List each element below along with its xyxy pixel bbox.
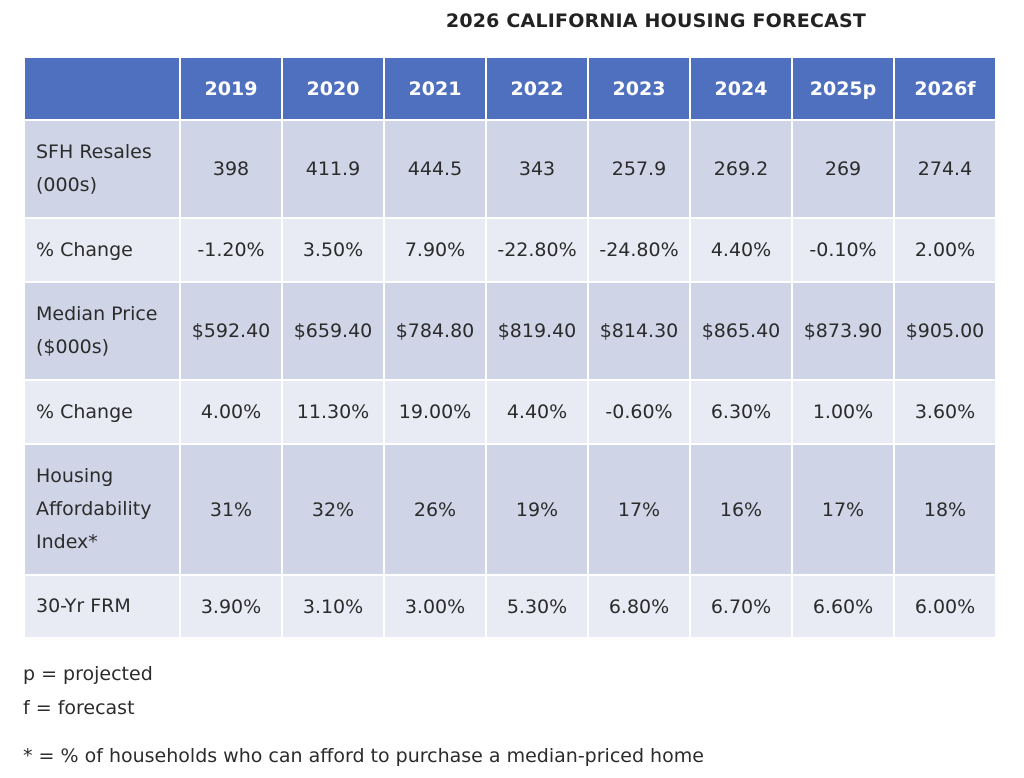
row-label: Housing Affordability Index*	[23, 443, 181, 576]
column-header: 2024	[689, 56, 793, 121]
row-label: 30-Yr FRM	[23, 574, 181, 639]
table-cell: 17%	[587, 443, 691, 576]
table-cell: $865.40	[689, 281, 793, 381]
table-cell: -1.20%	[179, 217, 283, 283]
table-cell: 11.30%	[281, 379, 385, 445]
table-cell: 32%	[281, 443, 385, 576]
column-header: 2022	[485, 56, 589, 121]
row-label-line: Index*	[36, 531, 98, 553]
table-cell: $592.40	[179, 281, 283, 381]
table-cell: -24.80%	[587, 217, 691, 283]
table-cell: $784.80	[383, 281, 487, 381]
footnote-affordability: * = % of households who can afford to pu…	[23, 745, 704, 767]
table-cell: 17%	[791, 443, 895, 576]
table-row-30yr-frm: 30-Yr FRM 3.90% 3.10% 3.00% 5.30% 6.80% …	[23, 574, 997, 639]
row-label-line: Affordability	[36, 498, 152, 520]
table-cell: 16%	[689, 443, 793, 576]
table-cell: -22.80%	[485, 217, 589, 283]
forecast-table: 2019 2020 2021 2022 2023 2024 2025p 2026…	[23, 56, 997, 639]
table-cell: 444.5	[383, 119, 487, 219]
row-label-line: 30-Yr FRM	[36, 595, 131, 617]
row-label-line: (000s)	[36, 174, 97, 196]
column-header: 2021	[383, 56, 487, 121]
table-cell: 398	[179, 119, 283, 219]
column-header: 2026f	[893, 56, 997, 121]
table-cell: $873.90	[791, 281, 895, 381]
row-label-line: ($000s)	[36, 336, 110, 358]
row-label-line: Median Price	[36, 303, 158, 325]
page-title: 2026 CALIFORNIA HOUSING FORECAST	[445, 10, 867, 32]
table-cell: 4.40%	[689, 217, 793, 283]
corner-header-cell	[23, 56, 181, 121]
table-cell: 31%	[179, 443, 283, 576]
table-cell: 6.60%	[791, 574, 895, 639]
table-cell: 3.10%	[281, 574, 385, 639]
table-cell: 1.00%	[791, 379, 895, 445]
table-cell: 6.80%	[587, 574, 691, 639]
table-cell: -0.10%	[791, 217, 895, 283]
table-cell: $814.30	[587, 281, 691, 381]
table-cell: 274.4	[893, 119, 997, 219]
table-cell: 18%	[893, 443, 997, 576]
table-cell: 6.00%	[893, 574, 997, 639]
table-cell: 257.9	[587, 119, 691, 219]
table-cell: $905.00	[893, 281, 997, 381]
table-cell: 3.50%	[281, 217, 385, 283]
table-cell: 19.00%	[383, 379, 487, 445]
row-label-line: % Change	[36, 400, 133, 423]
table-cell: 5.30%	[485, 574, 589, 639]
table-row-resales-pct-change: % Change -1.20% 3.50% 7.90% -22.80% -24.…	[23, 217, 997, 283]
table-cell: 3.60%	[893, 379, 997, 445]
table-cell: 6.70%	[689, 574, 793, 639]
table-cell: 7.90%	[383, 217, 487, 283]
row-label: Median Price ($000s)	[23, 281, 181, 381]
table-row-median-price: Median Price ($000s) $592.40 $659.40 $78…	[23, 281, 997, 381]
row-label-line: Housing	[36, 465, 114, 487]
footnote-forecast: f = forecast	[23, 697, 135, 719]
table-cell: 6.30%	[689, 379, 793, 445]
row-label-line: SFH Resales	[36, 141, 152, 163]
table-row-affordability-index: Housing Affordability Index* 31% 32% 26%…	[23, 443, 997, 576]
row-label: % Change	[23, 217, 181, 283]
footnote-projected: p = projected	[23, 663, 153, 685]
table-cell: 3.90%	[179, 574, 283, 639]
table-cell: 2.00%	[893, 217, 997, 283]
row-label-line: % Change	[36, 238, 133, 261]
table-row-price-pct-change: % Change 4.00% 11.30% 19.00% 4.40% -0.60…	[23, 379, 997, 445]
table-cell: 4.40%	[485, 379, 589, 445]
table-cell: 269	[791, 119, 895, 219]
table-row-sfh-resales: SFH Resales (000s) 398 411.9 444.5 343 2…	[23, 119, 997, 219]
table-cell: $659.40	[281, 281, 385, 381]
table-cell: 269.2	[689, 119, 793, 219]
table-cell: 343	[485, 119, 589, 219]
column-header: 2019	[179, 56, 283, 121]
column-header: 2025p	[791, 56, 895, 121]
table-cell: $819.40	[485, 281, 589, 381]
row-label: SFH Resales (000s)	[23, 119, 181, 219]
table-cell: 3.00%	[383, 574, 487, 639]
table-cell: 19%	[485, 443, 589, 576]
column-header: 2020	[281, 56, 385, 121]
table-cell: 4.00%	[179, 379, 283, 445]
table-cell: 26%	[383, 443, 487, 576]
header-row: 2019 2020 2021 2022 2023 2024 2025p 2026…	[23, 56, 997, 121]
table-cell: 411.9	[281, 119, 385, 219]
row-label: % Change	[23, 379, 181, 445]
column-header: 2023	[587, 56, 691, 121]
table-cell: -0.60%	[587, 379, 691, 445]
footnotes: p = projected f = forecast * = % of hous…	[23, 657, 704, 773]
